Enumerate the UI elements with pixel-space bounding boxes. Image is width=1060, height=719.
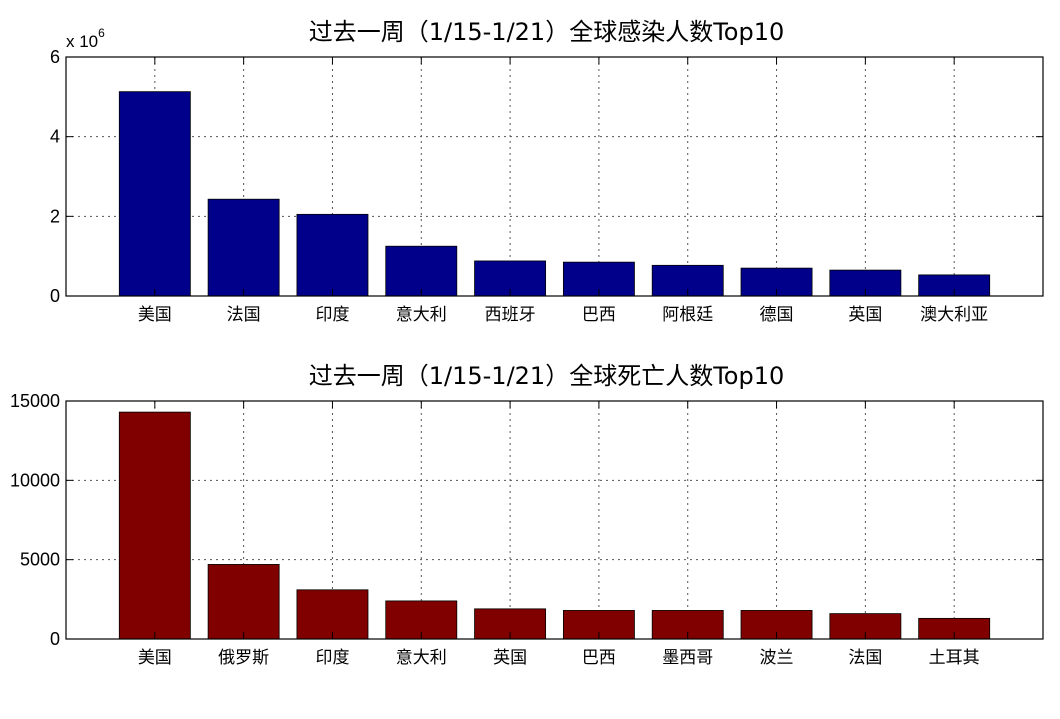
axis-frame [65,400,1044,640]
bar [296,589,369,640]
chart-title: 过去一周（1/15-1/21）全球感染人数Top10 [309,18,785,46]
bar [207,198,280,297]
y-tick-label: 15000 [10,391,60,411]
category-label: 英国 [493,648,527,668]
y-tick-label: 0 [50,286,60,306]
category-label: 西班牙 [485,305,536,325]
y-tick-label: 5000 [20,550,60,570]
category-label: 美国 [138,648,172,668]
category-label: 美国 [138,305,172,325]
y-tick-label: 6 [50,47,60,67]
bar [118,91,191,297]
category-label: 巴西 [582,648,616,668]
category-label: 印度 [315,648,349,668]
bar [296,213,369,297]
bar [118,411,191,640]
category-label: 德国 [760,305,794,325]
category-label: 意大利 [396,648,447,668]
category-label: 巴西 [582,305,616,325]
category-label: 波兰 [760,648,794,668]
category-label: 意大利 [396,305,447,325]
axis-exponent-power: 6 [98,26,105,40]
category-label: 法国 [227,305,261,325]
category-label: 印度 [315,305,349,325]
category-label: 俄罗斯 [218,648,269,668]
category-label: 法国 [848,648,882,668]
axis-exponent-base: x 10 [66,32,98,51]
bar [207,564,280,640]
bar [829,613,902,640]
y-tick-label: 2 [50,206,60,226]
category-label: 英国 [848,305,882,325]
chart-title: 过去一周（1/15-1/21）全球死亡人数Top10 [309,362,785,390]
category-label: 阿根廷 [662,305,713,325]
bar [385,245,458,297]
chart-2: 过去一周（1/15-1/21）全球死亡人数Top10 0 5000 10000 1500… [10,362,1044,668]
y-tick-label: 0 [50,629,60,649]
category-label: 墨西哥 [662,648,713,668]
category-label: 土耳其 [929,648,980,668]
axis-exponent-label: x 106 [66,26,105,51]
y-tick-label: 10000 [10,470,60,490]
axis-frame [65,56,1044,297]
y-tick-label: 4 [50,127,60,147]
category-label: 澳大利亚 [920,305,988,325]
chart-1: 过去一周（1/15-1/21）全球感染人数Top10 0 2 4 6 美国 法国 印度 意大利 西… [50,18,1044,325]
